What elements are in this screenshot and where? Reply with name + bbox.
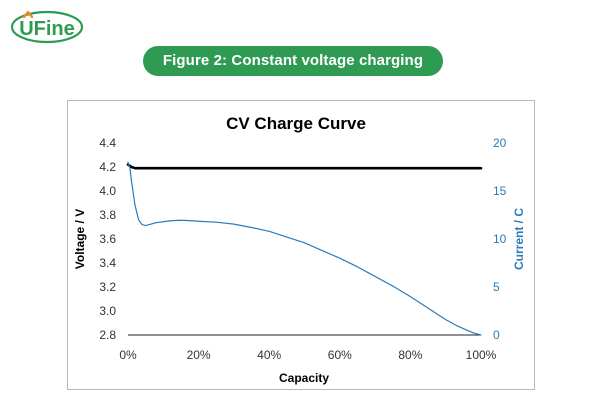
chart-frame: CV Charge Curve 0% 20% 40% 60% 80% 100% 2.8 3.… [67, 100, 535, 390]
y-right-tick-label: 15 [493, 184, 507, 198]
ufine-logo: UFine [10, 8, 86, 46]
y-right-tick-label: 20 [493, 136, 507, 150]
y-right-tick-labels: 0 5 10 15 20 [493, 136, 507, 342]
y-left-tick-label: 4.0 [99, 184, 116, 198]
ufine-logo-graphic: UFine [10, 10, 84, 44]
y-right-axis-label: Current / C [512, 208, 526, 270]
current-series-line [127, 161, 482, 336]
series-layer [126, 161, 483, 336]
y-left-tick-label: 3.2 [99, 280, 116, 294]
voltage-series-line [126, 163, 483, 170]
logo-text: UFine [19, 18, 75, 40]
y-left-tick-label: 2.8 [99, 328, 116, 342]
y-left-tick-label: 4.4 [99, 136, 116, 150]
x-tick-label: 60% [328, 348, 352, 362]
y-left-tick-label: 3.8 [99, 208, 116, 222]
y-right-tick-label: 5 [493, 280, 500, 294]
y-left-tick-label: 3.6 [99, 232, 116, 246]
cv-charge-chart: CV Charge Curve 0% 20% 40% 60% 80% 100% 2.8 3.… [73, 114, 526, 385]
figure-caption-banner: Figure 2: Constant voltage charging curv… [143, 46, 443, 99]
chart-title: CV Charge Curve [226, 114, 366, 133]
x-tick-label: 20% [187, 348, 211, 362]
y-left-tick-label: 4.2 [99, 160, 116, 174]
x-axis-label: Capacity [279, 371, 329, 385]
x-tick-label: 40% [257, 348, 281, 362]
x-tick-label: 80% [398, 348, 422, 362]
x-tick-label: 100% [466, 348, 497, 362]
y-right-tick-label: 10 [493, 232, 507, 246]
y-left-tick-label: 3.0 [99, 304, 116, 318]
y-left-axis-label: Voltage / V [73, 209, 87, 269]
y-left-tick-label: 3.4 [99, 256, 116, 270]
x-tick-labels: 0% 20% 40% 60% 80% 100% [119, 348, 496, 362]
y-left-tick-labels: 2.8 3.0 3.2 3.4 3.6 3.8 4.0 4.2 4.4 [99, 136, 116, 342]
y-right-tick-label: 0 [493, 328, 500, 342]
x-tick-label: 0% [119, 348, 137, 362]
